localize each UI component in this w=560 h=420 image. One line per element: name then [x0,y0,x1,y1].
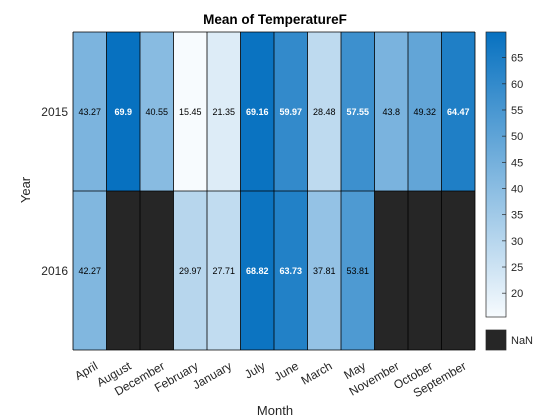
colorbar-tick-label: 50 [511,131,523,143]
nan-label: NaN [511,335,533,347]
nan-swatch [485,329,507,351]
cell-value-label: 40.55 [145,107,168,117]
heatmap-cell [441,191,475,350]
cell-value-label: 15.45 [179,107,202,117]
x-tick-label: July [242,359,267,382]
cell-value-label: 68.82 [246,266,269,276]
x-axis-label: Month [257,403,293,418]
y-tick-label: 2015 [41,105,68,119]
cell-labels: 43.27 69.9 40.55 15.45 21.35 69.16 59.97 28.48 5… [78,107,469,276]
cell-value-label: 53.81 [346,266,369,276]
heatmap-cell [341,191,375,350]
y-tick-labels: 2015 2016 [41,105,68,278]
heatmap-cell [73,32,107,191]
colorbar-tick-label: 45 [511,157,523,169]
heatmap-cell [240,191,274,350]
cell-value-label: 49.32 [413,107,436,117]
colorbar-tick-label: 40 [511,184,523,196]
heatmap-cell [341,32,375,191]
colorbar-tick-label: 30 [511,236,523,248]
heatmap-cell [106,32,140,191]
colorbar: 20 25 30 35 40 45 50 55 60 65 [485,31,523,318]
cell-value-label: 69.9 [114,107,132,117]
y-tick-label: 2016 [41,264,68,278]
nan-legend: NaN [485,329,533,351]
heatmap-cell [374,191,408,350]
cell-value-label: 43.27 [78,107,101,117]
cell-value-label: 57.55 [346,107,369,117]
heatmap-cell [408,191,442,350]
heatmap-cell [408,32,442,191]
cell-value-label: 43.8 [382,107,400,117]
heatmap-cell [240,32,274,191]
heatmap-cell [207,191,241,350]
colorbar-tick-label: 65 [511,53,523,65]
cell-value-label: 27.71 [212,266,235,276]
heatmap-cell [374,32,408,191]
heatmap-grid [72,31,476,351]
heatmap-cell [274,191,308,350]
heatmap-cell [307,191,341,350]
cell-value-label: 42.27 [78,266,101,276]
chart-title: Mean of TemperatureF [203,12,347,27]
colorbar-tick-label: 55 [511,105,523,117]
heatmap-cell [106,191,140,350]
x-tick-label: June [272,359,302,384]
cell-value-label: 64.47 [447,107,470,117]
cell-value-label: 28.48 [313,107,336,117]
cell-value-label: 29.97 [179,266,202,276]
colorbar-tick-label: 60 [511,79,523,91]
colorbar-tick-label: 25 [511,262,523,274]
heatmap-cell [140,191,174,350]
colorbar-tick-label: 20 [511,288,523,300]
cell-value-label: 69.16 [246,107,269,117]
heatmap-cell [173,191,207,350]
heatmap-cell [73,191,107,350]
heatmap-cell [441,32,475,191]
heatmap-cell [274,32,308,191]
heatmap-cells [73,32,475,350]
heatmap-cell [207,32,241,191]
heatmap-cell [307,32,341,191]
cell-value-label: 59.97 [279,107,302,117]
x-tick-label: January [190,359,234,392]
x-tick-label: March [299,359,335,388]
colorbar-tick-label: 35 [511,210,523,222]
colorbar-gradient [485,31,507,318]
heatmap-cell [140,32,174,191]
cell-value-label: 37.81 [313,266,336,276]
cell-value-label: 63.73 [279,266,302,276]
cell-value-label: 21.35 [212,107,235,117]
y-axis-label: Year [18,176,33,203]
heatmap-cell [173,32,207,191]
